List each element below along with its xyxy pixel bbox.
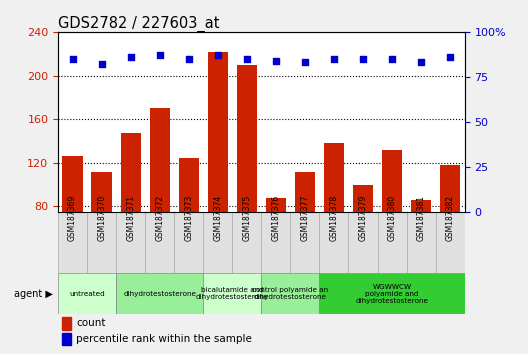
Point <box>243 56 251 62</box>
Bar <box>232 212 261 274</box>
Bar <box>87 212 116 274</box>
Text: GSM187377: GSM187377 <box>300 195 309 241</box>
Bar <box>407 212 436 274</box>
Bar <box>295 172 315 294</box>
Text: GSM187375: GSM187375 <box>242 195 251 241</box>
Point <box>68 56 77 62</box>
Text: WGWWCW
polyamide and
dihydrotestosterone: WGWWCW polyamide and dihydrotestosterone <box>355 284 429 304</box>
Bar <box>203 212 232 274</box>
Bar <box>290 212 319 274</box>
Text: percentile rank within the sample: percentile rank within the sample <box>77 334 252 344</box>
Text: dihydrotestosterone: dihydrotestosterone <box>123 291 196 297</box>
Bar <box>261 274 319 314</box>
Bar <box>319 212 348 274</box>
Point <box>446 54 454 60</box>
Bar <box>149 108 170 294</box>
Bar <box>348 212 378 274</box>
Text: agent ▶: agent ▶ <box>14 289 53 299</box>
Bar <box>440 165 460 294</box>
Bar <box>58 274 116 314</box>
Bar <box>62 317 71 330</box>
Bar <box>116 274 203 314</box>
Bar <box>411 200 431 294</box>
Point <box>329 56 338 62</box>
Bar <box>120 133 141 294</box>
Text: GSM187370: GSM187370 <box>97 195 106 241</box>
Point <box>97 62 106 67</box>
Text: control polyamide an
dihydrotestosterone: control polyamide an dihydrotestosterone <box>252 287 328 300</box>
Bar <box>178 159 199 294</box>
Bar <box>203 274 261 314</box>
Point <box>417 59 426 65</box>
Text: count: count <box>77 318 106 329</box>
Text: untreated: untreated <box>69 291 105 297</box>
Point <box>155 52 164 58</box>
Bar <box>378 212 407 274</box>
Bar <box>319 274 465 314</box>
Text: GSM187376: GSM187376 <box>271 195 280 241</box>
Text: GDS2782 / 227603_at: GDS2782 / 227603_at <box>58 16 220 32</box>
Point <box>127 54 135 60</box>
Bar <box>62 333 71 345</box>
Bar <box>62 156 83 294</box>
Text: GSM187379: GSM187379 <box>359 195 367 241</box>
Point <box>213 52 222 58</box>
Text: GSM187371: GSM187371 <box>126 195 135 241</box>
Point <box>185 56 193 62</box>
Text: GSM187380: GSM187380 <box>388 195 397 241</box>
Text: GSM187374: GSM187374 <box>213 195 222 241</box>
Point <box>300 59 309 65</box>
Text: GSM187372: GSM187372 <box>155 195 164 241</box>
Text: GSM187381: GSM187381 <box>417 195 426 241</box>
Bar <box>208 51 228 294</box>
Bar <box>58 212 87 274</box>
Bar <box>174 212 203 274</box>
Bar <box>237 64 257 294</box>
Point <box>359 56 367 62</box>
Bar <box>91 172 112 294</box>
Text: bicalutamide and
dihydrotestosterone: bicalutamide and dihydrotestosterone <box>196 287 269 300</box>
Bar <box>145 212 174 274</box>
Text: GSM187369: GSM187369 <box>68 195 77 241</box>
Text: GSM187378: GSM187378 <box>329 195 338 241</box>
Point <box>271 58 280 63</box>
Bar <box>266 198 286 294</box>
Bar <box>116 212 145 274</box>
Bar <box>382 150 402 294</box>
Point <box>388 56 396 62</box>
Bar <box>353 185 373 294</box>
Text: GSM187382: GSM187382 <box>446 195 455 241</box>
Bar <box>261 212 290 274</box>
Bar <box>324 143 344 294</box>
Text: GSM187373: GSM187373 <box>184 195 193 241</box>
Bar <box>436 212 465 274</box>
